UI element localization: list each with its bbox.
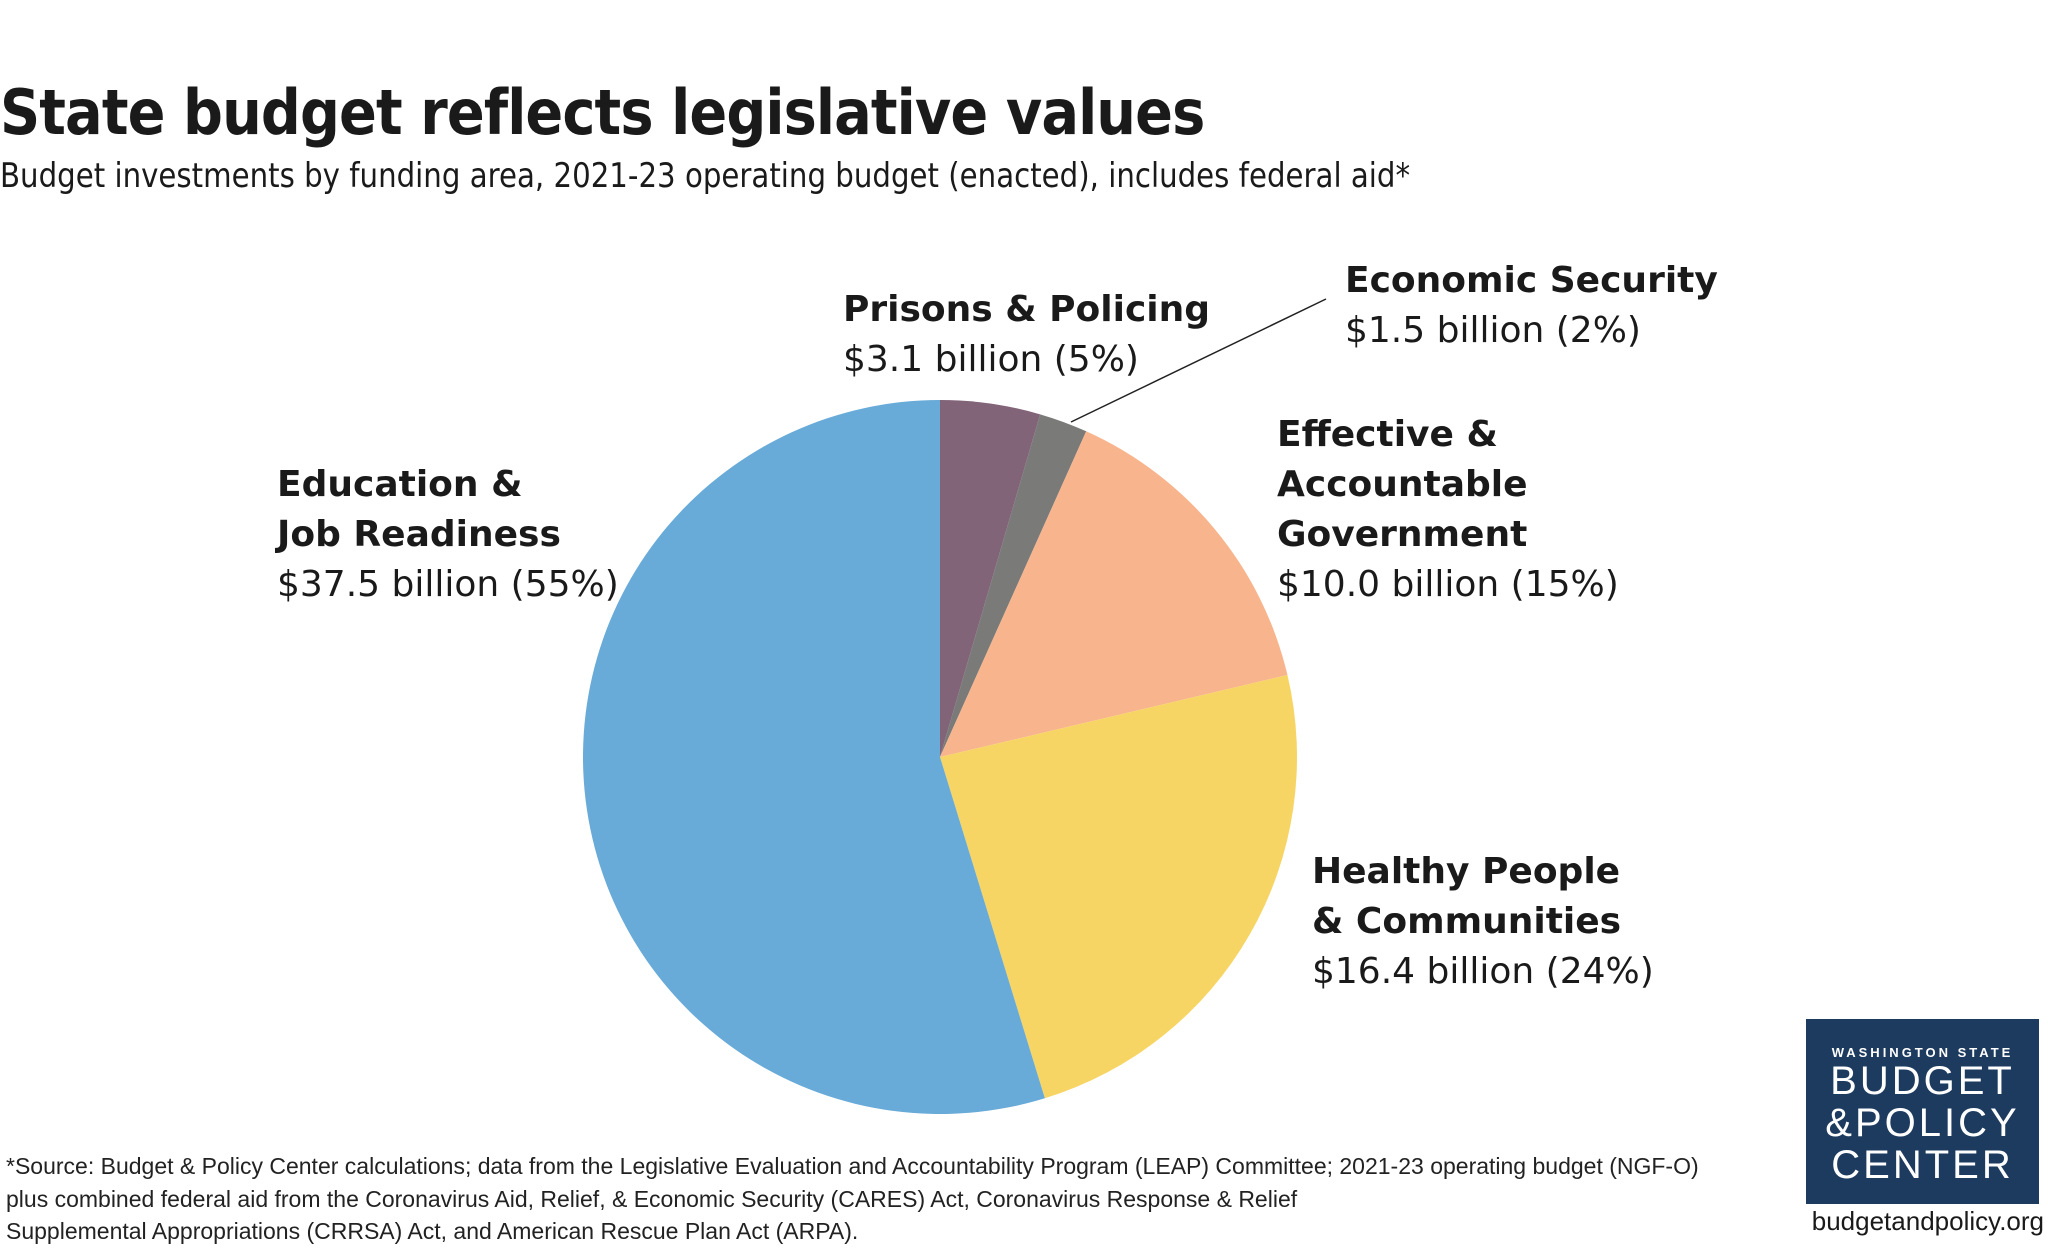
chart-subtitle: Budget investments by funding area, 2021… bbox=[0, 156, 1411, 196]
pie-slice bbox=[940, 675, 1297, 1099]
pie-slice bbox=[582, 400, 1045, 1114]
pie-slice bbox=[940, 400, 1041, 757]
value-label: $37.5 billion (55%) bbox=[277, 564, 619, 605]
logo-text: CENTER bbox=[1831, 1143, 2014, 1187]
source-note: *Source: Budget & Policy Center calculat… bbox=[6, 1153, 1699, 1244]
category-label: Prisons & Policing bbox=[843, 289, 1211, 330]
category-label: Education & Job Readiness bbox=[277, 464, 561, 555]
logo-text: BUDGET bbox=[1830, 1059, 2015, 1103]
value-label: $3.1 billion (5%) bbox=[843, 339, 1139, 380]
logo: WASHINGTON STATE BUDGET &POLICY CENTER bbox=[1806, 1019, 2039, 1204]
category-label: Effective & Accountable Government bbox=[1277, 414, 1528, 555]
slice-label: Prisons & Policing $3.1 billion (5%) bbox=[843, 285, 1210, 385]
value-label: $16.4 billion (24%) bbox=[1312, 951, 1654, 992]
website: budgetandpolicy.org bbox=[1811, 1206, 2044, 1236]
logo-text: WASHINGTON STATE bbox=[1831, 1045, 2014, 1060]
logo-text: &POLICY bbox=[1825, 1101, 2020, 1145]
value-label: $1.5 billion (2%) bbox=[1345, 310, 1641, 351]
pie-slice bbox=[940, 414, 1087, 757]
slice-label: Education & Job Readiness $37.5 billion (… bbox=[277, 460, 619, 610]
slice-label: Economic Security $1.5 billion (2%) bbox=[1345, 256, 1718, 356]
slice-label: Healthy People & Communities $16.4 billio… bbox=[1312, 847, 1654, 997]
value-label: $10.0 billion (15%) bbox=[1277, 564, 1619, 605]
slice-label: Effective & Accountable Government $10.0 … bbox=[1277, 410, 1619, 610]
category-label: Healthy People & Communities bbox=[1312, 851, 1622, 942]
leader-line bbox=[1070, 298, 1327, 423]
chart-title: State budget reflects legislative values bbox=[0, 76, 1205, 149]
pie-slice bbox=[940, 431, 1288, 757]
category-label: Economic Security bbox=[1345, 260, 1718, 301]
